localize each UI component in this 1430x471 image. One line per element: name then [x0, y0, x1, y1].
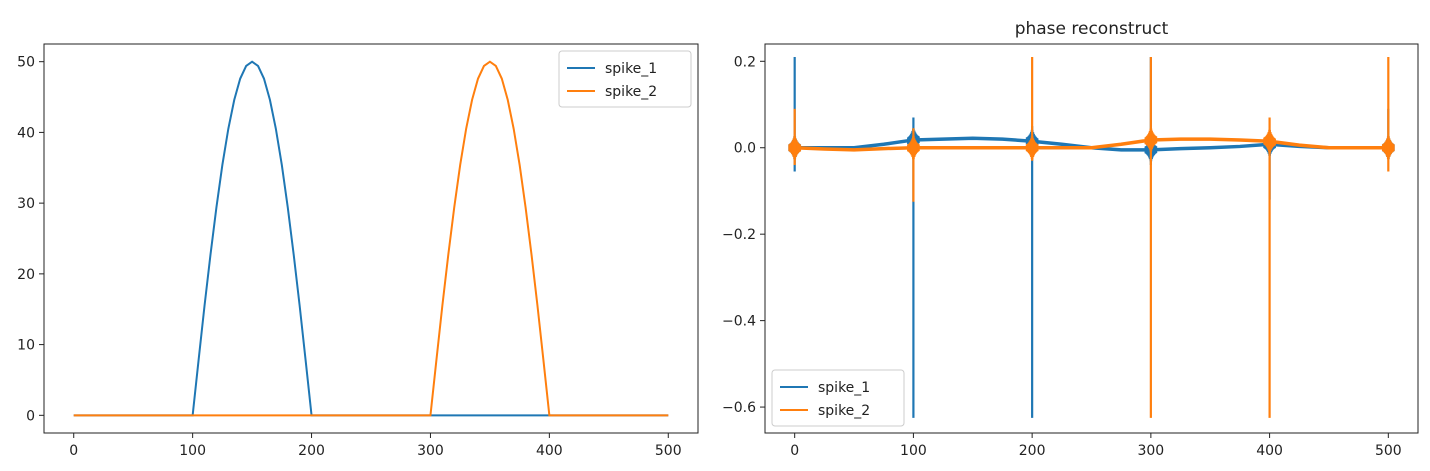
y-tick-label: 20: [17, 267, 35, 283]
legend-label-spike_2: spike_2: [818, 403, 870, 419]
axes-frame: [764, 43, 1419, 434]
series-line-spike_2: [73, 60, 669, 417]
plot-area: [788, 56, 1395, 418]
legend-box: [558, 50, 692, 108]
legend-label-spike_1: spike_1: [605, 61, 657, 77]
x-tick-label: 300: [1137, 443, 1164, 459]
ringing-spike_2-500: [1381, 136, 1395, 160]
series-spike_1: [788, 56, 1395, 418]
x-tick-label: 400: [1256, 443, 1283, 459]
series-baseline-spike_2: [794, 137, 1389, 152]
x-tick-label: 300: [417, 443, 444, 459]
chart-title: phase reconstruct: [1015, 19, 1169, 39]
y-tick-label: 40: [17, 125, 35, 141]
y-tick-label: −0.4: [722, 314, 756, 330]
y-tick-label: 0.0: [734, 141, 756, 157]
x-tick-label: 200: [1019, 443, 1046, 459]
x-tick-label: 100: [900, 443, 927, 459]
x-tick-label: 200: [298, 443, 325, 459]
series-spike_2: [788, 56, 1395, 418]
legend: spike_1 spike_2: [558, 50, 692, 108]
x-tick-label: 0: [69, 443, 78, 459]
y-tick-label: 10: [17, 338, 35, 354]
x-tick-label: 400: [536, 443, 563, 459]
x-tick-label: 500: [1375, 443, 1402, 459]
y-tick-label: 0.2: [734, 54, 756, 70]
series-spike_2: [73, 60, 669, 417]
phase-reconstruct-chart: 0 100 200 300 400 500 −0.6 −0.4 −0.2 0.0 0.2 phase …: [722, 19, 1419, 459]
y-tick-label: 50: [17, 55, 35, 71]
series-line-spike_1: [73, 60, 669, 417]
x-tick-label: 100: [179, 443, 206, 459]
series-spike_1: [73, 60, 669, 417]
legend-label-spike_1: spike_1: [818, 380, 870, 396]
x-tick-label: 500: [655, 443, 682, 459]
y-tick-label: −0.6: [722, 400, 756, 416]
axes-frame: [43, 43, 699, 434]
x-tick-label: 0: [790, 443, 799, 459]
y-tick-label: 0: [26, 408, 35, 424]
y-tick-label: −0.2: [722, 227, 756, 243]
legend-label-spike_2: spike_2: [605, 84, 657, 100]
legend: spike_1 spike_2: [771, 369, 905, 427]
ringing-spike_2-0: [788, 136, 802, 160]
plot-area: [73, 60, 669, 417]
y-tick-label: 30: [17, 196, 35, 212]
legend-box: [771, 369, 905, 427]
